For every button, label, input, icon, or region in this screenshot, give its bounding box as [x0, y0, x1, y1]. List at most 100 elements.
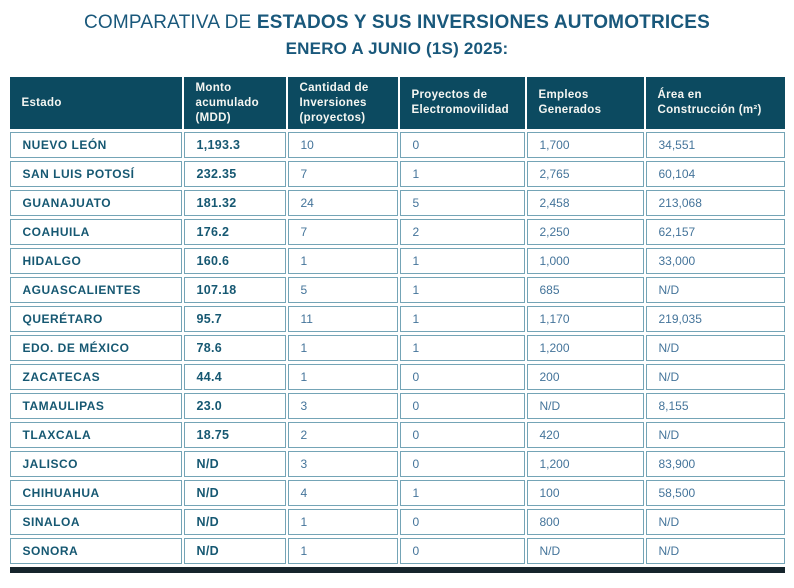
cell-proyectos-electromovilidad: 0 — [399, 132, 525, 159]
table-row: TLAXCALA 18.75 2 0 420 N/D — [9, 422, 785, 449]
cell-monto-acumulado: 44.4 — [183, 364, 286, 391]
cell-proyectos-electromovilidad: 1 — [399, 277, 525, 304]
cell-estado: JALISCO — [9, 451, 182, 478]
table-row: GUANAJUATO 181.32 24 5 2,458 213,068 — [9, 190, 785, 217]
header-cell-empleos-generados: Empleos Generados — [526, 77, 644, 130]
cell-estado: AGUASCALIENTES — [9, 277, 182, 304]
cell-empleos-generados: 800 — [526, 509, 644, 536]
cell-proyectos-electromovilidad: 0 — [399, 364, 525, 391]
cell-estado: GUANAJUATO — [9, 190, 182, 217]
cell-monto-acumulado: 181.32 — [183, 190, 286, 217]
cell-estado: NUEVO LEÓN — [9, 132, 182, 159]
cell-area-construccion: N/D — [645, 538, 785, 565]
cell-proyectos-electromovilidad: 1 — [399, 480, 525, 507]
table-row: SONORA N/D 1 0 N/D N/D — [9, 538, 785, 565]
cell-estado: SINALOA — [9, 509, 182, 536]
title-prefix: COMPARATIVA DE — [83, 12, 257, 33]
table-row: SINALOA N/D 1 0 800 N/D — [9, 509, 785, 536]
cell-estado: COAHUILA — [9, 219, 182, 246]
cell-empleos-generados: 2,458 — [526, 190, 644, 217]
cell-estado: CHIHUAHUA — [9, 480, 182, 507]
cell-empleos-generados: N/D — [526, 538, 644, 565]
cell-cantidad-inversiones: 24 — [287, 190, 398, 217]
cell-proyectos-electromovilidad: 0 — [399, 509, 525, 536]
table-row: CHIHUAHUA N/D 4 1 100 58,500 — [9, 480, 785, 507]
cell-cantidad-inversiones: 7 — [287, 219, 398, 246]
cell-estado: TLAXCALA — [9, 422, 182, 449]
cell-cantidad-inversiones: 10 — [287, 132, 398, 159]
cell-area-construccion: 62,157 — [645, 219, 785, 246]
cell-monto-acumulado: N/D — [183, 509, 286, 536]
cell-proyectos-electromovilidad: 1 — [399, 248, 525, 275]
cell-cantidad-inversiones: 4 — [287, 480, 398, 507]
title-emphasis: ESTADOS Y SUS INVERSIONES AUTOMOTRICES — [256, 12, 711, 33]
cell-empleos-generados: 100 — [526, 480, 644, 507]
cell-area-construccion: 213,068 — [645, 190, 785, 217]
cell-empleos-generados: 1,200 — [526, 451, 644, 478]
cell-area-construccion: 83,900 — [645, 451, 785, 478]
cell-area-construccion: N/D — [645, 364, 785, 391]
cell-empleos-generados: 1,200 — [526, 335, 644, 362]
cell-empleos-generados: 420 — [526, 422, 644, 449]
cell-cantidad-inversiones: 5 — [287, 277, 398, 304]
cell-monto-acumulado: 107.18 — [183, 277, 286, 304]
cell-monto-acumulado: 1,193.3 — [183, 132, 286, 159]
cell-area-construccion: N/D — [645, 277, 785, 304]
cell-estado: SONORA — [9, 538, 182, 565]
cell-estado: HIDALGO — [9, 248, 182, 275]
cell-cantidad-inversiones: 1 — [287, 364, 398, 391]
cell-estado: EDO. DE MÉXICO — [9, 335, 182, 362]
investments-table: Estado Monto acumulado (MDD) Cantidad de… — [9, 77, 785, 574]
cell-proyectos-electromovilidad: 5 — [399, 190, 525, 217]
cell-monto-acumulado: 160.6 — [183, 248, 286, 275]
table-row: AGUASCALIENTES 107.18 5 1 685 N/D — [9, 277, 785, 304]
cell-cantidad-inversiones: 11 — [287, 306, 398, 333]
cell-area-construccion: 58,500 — [645, 480, 785, 507]
cell-monto-acumulado: 95.7 — [183, 306, 286, 333]
cell-estado: QUERÉTARO — [9, 306, 182, 333]
cell-empleos-generados: 2,250 — [526, 219, 644, 246]
cell-area-construccion: N/D — [645, 509, 785, 536]
table-body: NUEVO LEÓN 1,193.3 10 0 1,700 34,551 SAN… — [9, 132, 785, 565]
cell-cantidad-inversiones: 1 — [287, 335, 398, 362]
cell-proyectos-electromovilidad: 0 — [399, 393, 525, 420]
cell-empleos-generados: 1,700 — [526, 132, 644, 159]
header-cell-proyectos-electromovilidad: Proyectos de Electromovilidad — [399, 77, 525, 130]
cell-estado: SAN LUIS POTOSÍ — [9, 161, 182, 188]
cell-area-construccion: 34,551 — [645, 132, 785, 159]
cell-empleos-generados: N/D — [526, 393, 644, 420]
header-cell-monto-acumulado: Monto acumulado (MDD) — [183, 77, 286, 130]
table-row: JALISCO N/D 3 0 1,200 83,900 — [9, 451, 785, 478]
title-subtitle: ENERO A JUNIO (1S) 2025: — [285, 38, 509, 58]
cell-proyectos-electromovilidad: 0 — [399, 451, 525, 478]
cell-area-construccion: N/D — [645, 422, 785, 449]
cell-area-construccion: 219,035 — [645, 306, 785, 333]
table-row: SAN LUIS POTOSÍ 232.35 7 1 2,765 60,104 — [9, 161, 785, 188]
cell-empleos-generados: 2,765 — [526, 161, 644, 188]
table-row: QUERÉTARO 95.7 11 1 1,170 219,035 — [9, 306, 785, 333]
cell-monto-acumulado: 176.2 — [183, 219, 286, 246]
cell-empleos-generados: 685 — [526, 277, 644, 304]
table-row: TAMAULIPAS 23.0 3 0 N/D 8,155 — [9, 393, 785, 420]
cell-proyectos-electromovilidad: 1 — [399, 161, 525, 188]
cell-area-construccion: 33,000 — [645, 248, 785, 275]
cell-estado: TAMAULIPAS — [9, 393, 182, 420]
header-cell-cantidad-inversiones: Cantidad de Inversiones (proyectos) — [287, 77, 398, 130]
cell-proyectos-electromovilidad: 1 — [399, 335, 525, 362]
table-row: ZACATECAS 44.4 1 0 200 N/D — [9, 364, 785, 391]
cell-proyectos-electromovilidad: 0 — [399, 422, 525, 449]
cell-monto-acumulado: 23.0 — [183, 393, 286, 420]
table-row: NUEVO LEÓN 1,193.3 10 0 1,700 34,551 — [9, 132, 785, 159]
cell-cantidad-inversiones: 3 — [287, 393, 398, 420]
table-row: HIDALGO 160.6 1 1 1,000 33,000 — [9, 248, 785, 275]
table-row: COAHUILA 176.2 7 2 2,250 62,157 — [9, 219, 785, 246]
cell-monto-acumulado: N/D — [183, 480, 286, 507]
cell-cantidad-inversiones: 7 — [287, 161, 398, 188]
table-row: EDO. DE MÉXICO 78.6 1 1 1,200 N/D — [9, 335, 785, 362]
cell-proyectos-electromovilidad: 1 — [399, 306, 525, 333]
cell-cantidad-inversiones: 2 — [287, 422, 398, 449]
cell-empleos-generados: 1,170 — [526, 306, 644, 333]
cell-proyectos-electromovilidad: 0 — [399, 538, 525, 565]
cell-cantidad-inversiones: 1 — [287, 538, 398, 565]
cell-area-construccion: 8,155 — [645, 393, 785, 420]
